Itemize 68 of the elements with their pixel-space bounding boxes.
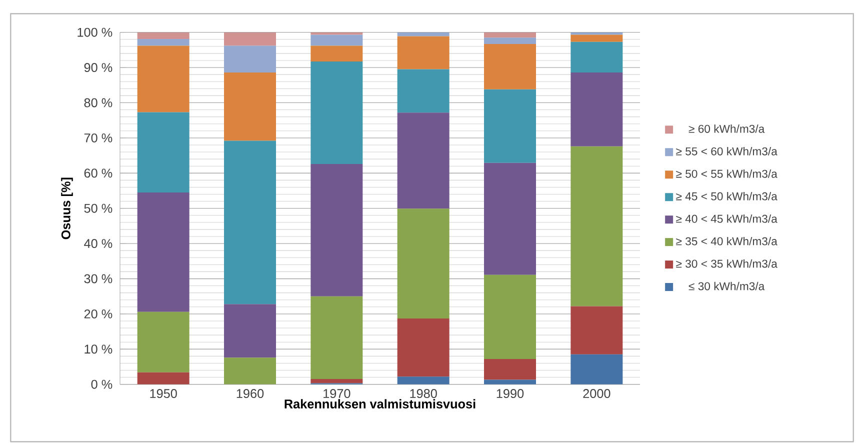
bar bbox=[310, 46, 363, 62]
bar bbox=[397, 376, 450, 384]
y-tick-label: 0 % bbox=[91, 380, 112, 389]
bar bbox=[310, 379, 363, 384]
x-tick-label: 1990 bbox=[496, 389, 524, 398]
bar bbox=[137, 39, 190, 46]
y-tick-label: 50 % bbox=[84, 204, 112, 213]
y-axis-title: Osuus [%] bbox=[61, 178, 73, 240]
legend-label: ≥ 40 < 45 kWh/m3/a bbox=[676, 214, 778, 223]
bar bbox=[397, 112, 450, 209]
x-tick-label: 1950 bbox=[150, 389, 177, 398]
x-tick-label: 2000 bbox=[583, 389, 610, 398]
y-tick-label: 60 % bbox=[84, 168, 112, 178]
bar bbox=[137, 312, 190, 372]
y-tick-label: 20 % bbox=[84, 309, 112, 318]
bar bbox=[570, 354, 623, 384]
bar bbox=[484, 358, 536, 380]
legend-label: ≤ 30 kWh/m3/a bbox=[688, 282, 765, 290]
bar bbox=[310, 32, 363, 35]
bar bbox=[570, 42, 623, 72]
bar bbox=[484, 274, 536, 359]
bar bbox=[397, 36, 450, 70]
bar bbox=[484, 89, 536, 163]
y-tick-label: 70 % bbox=[84, 133, 112, 142]
y-tick-label: 100 % bbox=[78, 28, 112, 37]
bar bbox=[224, 72, 276, 141]
bar bbox=[397, 32, 450, 36]
bar bbox=[137, 46, 190, 112]
bar bbox=[570, 146, 623, 306]
x-tick-label: 1960 bbox=[236, 389, 264, 398]
bar bbox=[570, 72, 623, 146]
bar bbox=[397, 318, 450, 377]
bar bbox=[484, 44, 536, 90]
bar bbox=[137, 112, 190, 192]
bar bbox=[397, 69, 450, 113]
bar bbox=[224, 358, 276, 384]
bar bbox=[137, 32, 190, 40]
bar bbox=[484, 32, 536, 38]
legend-label: ≥ 30 < 35 kWh/m3/a bbox=[676, 259, 778, 268]
bar bbox=[137, 192, 190, 312]
bar bbox=[570, 34, 623, 42]
legend-label: ≥ 60 kWh/m3/a bbox=[688, 124, 765, 133]
bar bbox=[224, 46, 276, 72]
y-tick-label: 10 % bbox=[84, 344, 112, 354]
legend-label: ≥ 35 < 40 kWh/m3/a bbox=[676, 236, 778, 246]
bar bbox=[224, 32, 276, 46]
x-tick-label: 1970 bbox=[324, 389, 350, 398]
bar bbox=[484, 162, 536, 275]
y-tick-label: 90 % bbox=[84, 63, 112, 72]
legend-label: ≥ 50 < 55 kWh/m3/a bbox=[676, 170, 778, 178]
bar bbox=[310, 164, 363, 296]
legend-label: ≥ 45 < 50 kWh/m3/a bbox=[676, 192, 778, 200]
bar bbox=[310, 296, 363, 380]
bar bbox=[137, 372, 190, 384]
y-tick-label: 80 % bbox=[84, 98, 112, 108]
bar bbox=[570, 306, 623, 354]
bar bbox=[310, 34, 363, 46]
y-tick-label: 30 % bbox=[84, 274, 112, 284]
bar bbox=[484, 38, 536, 44]
x-tick-label: 1980 bbox=[410, 389, 437, 398]
x-axis-title: Rakennuksen valmistumisvuosi bbox=[284, 399, 476, 408]
y-tick-label: 40 % bbox=[84, 239, 112, 248]
legend-label: ≥ 55 < 60 kWh/m3/a bbox=[676, 147, 778, 156]
bar bbox=[397, 208, 450, 319]
bar bbox=[224, 304, 276, 358]
bar bbox=[570, 32, 623, 35]
bar bbox=[310, 62, 363, 164]
bar bbox=[224, 140, 276, 304]
